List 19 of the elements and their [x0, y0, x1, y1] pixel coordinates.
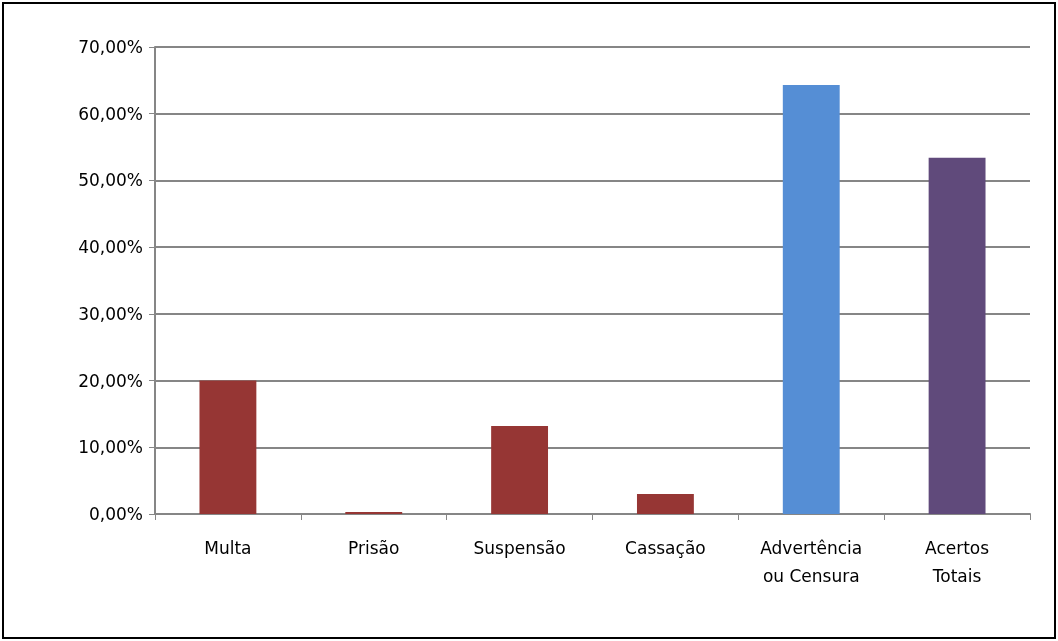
- x-tick-label: Advertência ou Censura: [760, 538, 863, 586]
- x-tick-label: Multa: [204, 538, 252, 558]
- x-tick-label: Prisão: [348, 538, 400, 558]
- bar: [928, 157, 986, 514]
- x-tick-label: Acertos Totais: [925, 538, 990, 586]
- bar: [636, 493, 694, 514]
- y-tick-label: 50,00%: [78, 170, 143, 191]
- x-tick-label: Cassação: [625, 538, 706, 558]
- bar: [491, 425, 549, 514]
- y-tick-label: 10,00%: [78, 437, 143, 458]
- y-tick-label: 20,00%: [78, 370, 143, 391]
- y-tick-label: 60,00%: [78, 103, 143, 124]
- y-tick-label: 30,00%: [78, 303, 143, 324]
- y-tick-label: 0,00%: [88, 504, 143, 524]
- bar: [199, 380, 257, 514]
- x-tick-label: Suspensão: [473, 538, 566, 558]
- y-tick-label: 70,00%: [78, 37, 143, 57]
- y-tick-label: 40,00%: [78, 237, 143, 258]
- bar: [782, 85, 840, 514]
